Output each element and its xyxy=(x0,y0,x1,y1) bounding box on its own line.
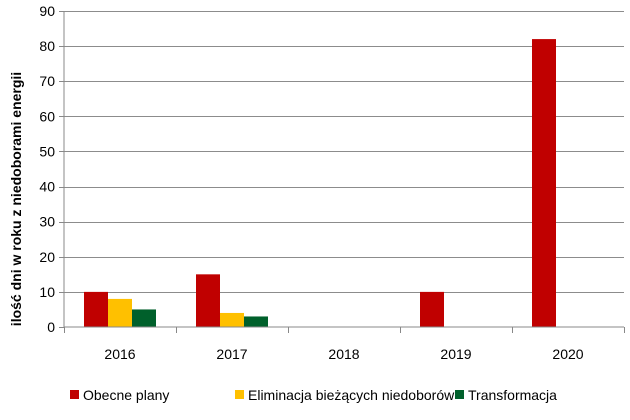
axes xyxy=(63,11,624,328)
y-tick-label: 40 xyxy=(39,179,55,195)
y-tick-label: 50 xyxy=(39,143,55,159)
x-tick-label: 2016 xyxy=(104,346,135,362)
gridlines xyxy=(64,11,624,293)
legend-item: Obecne plany xyxy=(70,387,169,403)
y-tick-label: 70 xyxy=(39,73,55,89)
x-tick-label: 2018 xyxy=(328,346,359,362)
legend-label: Obecne plany xyxy=(83,387,169,403)
y-tick-label: 20 xyxy=(39,249,55,265)
y-tick-label: 80 xyxy=(39,38,55,54)
y-tick-label: 30 xyxy=(39,214,55,230)
y-axis-title: ilość dni w roku z niedoborami energii xyxy=(8,72,24,326)
bar-2017-series-1 xyxy=(220,312,244,327)
y-tick-label: 10 xyxy=(39,284,55,300)
x-tick-label: 2017 xyxy=(216,346,247,362)
legend-swatch xyxy=(455,390,464,399)
bar-2016-series-0 xyxy=(84,291,108,327)
bar-2017-series-0 xyxy=(196,274,220,327)
y-axis-ticks: 0 10 20 30 40 50 60 70 80 90 xyxy=(39,3,64,335)
legend-label: Transformacja xyxy=(468,387,557,403)
bar-2016-series-2 xyxy=(132,309,156,327)
legend-item: Eliminacja bieżących niedoborów xyxy=(235,387,455,403)
legend-label: Eliminacja bieżących niedoborów xyxy=(248,387,455,403)
x-tick-label: 2020 xyxy=(552,346,583,362)
legend-swatch xyxy=(70,390,79,399)
bar-2016-series-1 xyxy=(108,298,132,327)
legend-swatch xyxy=(235,390,244,399)
y-tick-label: 90 xyxy=(39,3,55,19)
bar-2017-series-2 xyxy=(244,316,268,327)
legend: Obecne plany Eliminacja bieżących niedobo… xyxy=(70,387,557,403)
x-tick-label: 2019 xyxy=(440,346,471,362)
x-axis-ticks: 2016 2017 2018 2019 2020 xyxy=(64,327,625,362)
bar-2019-series-0 xyxy=(420,291,444,327)
legend-item: Transformacja xyxy=(455,387,557,403)
bars xyxy=(84,39,556,327)
bar-2020-series-0 xyxy=(532,39,556,327)
y-tick-label: 0 xyxy=(47,319,55,335)
y-tick-label: 60 xyxy=(39,108,55,124)
